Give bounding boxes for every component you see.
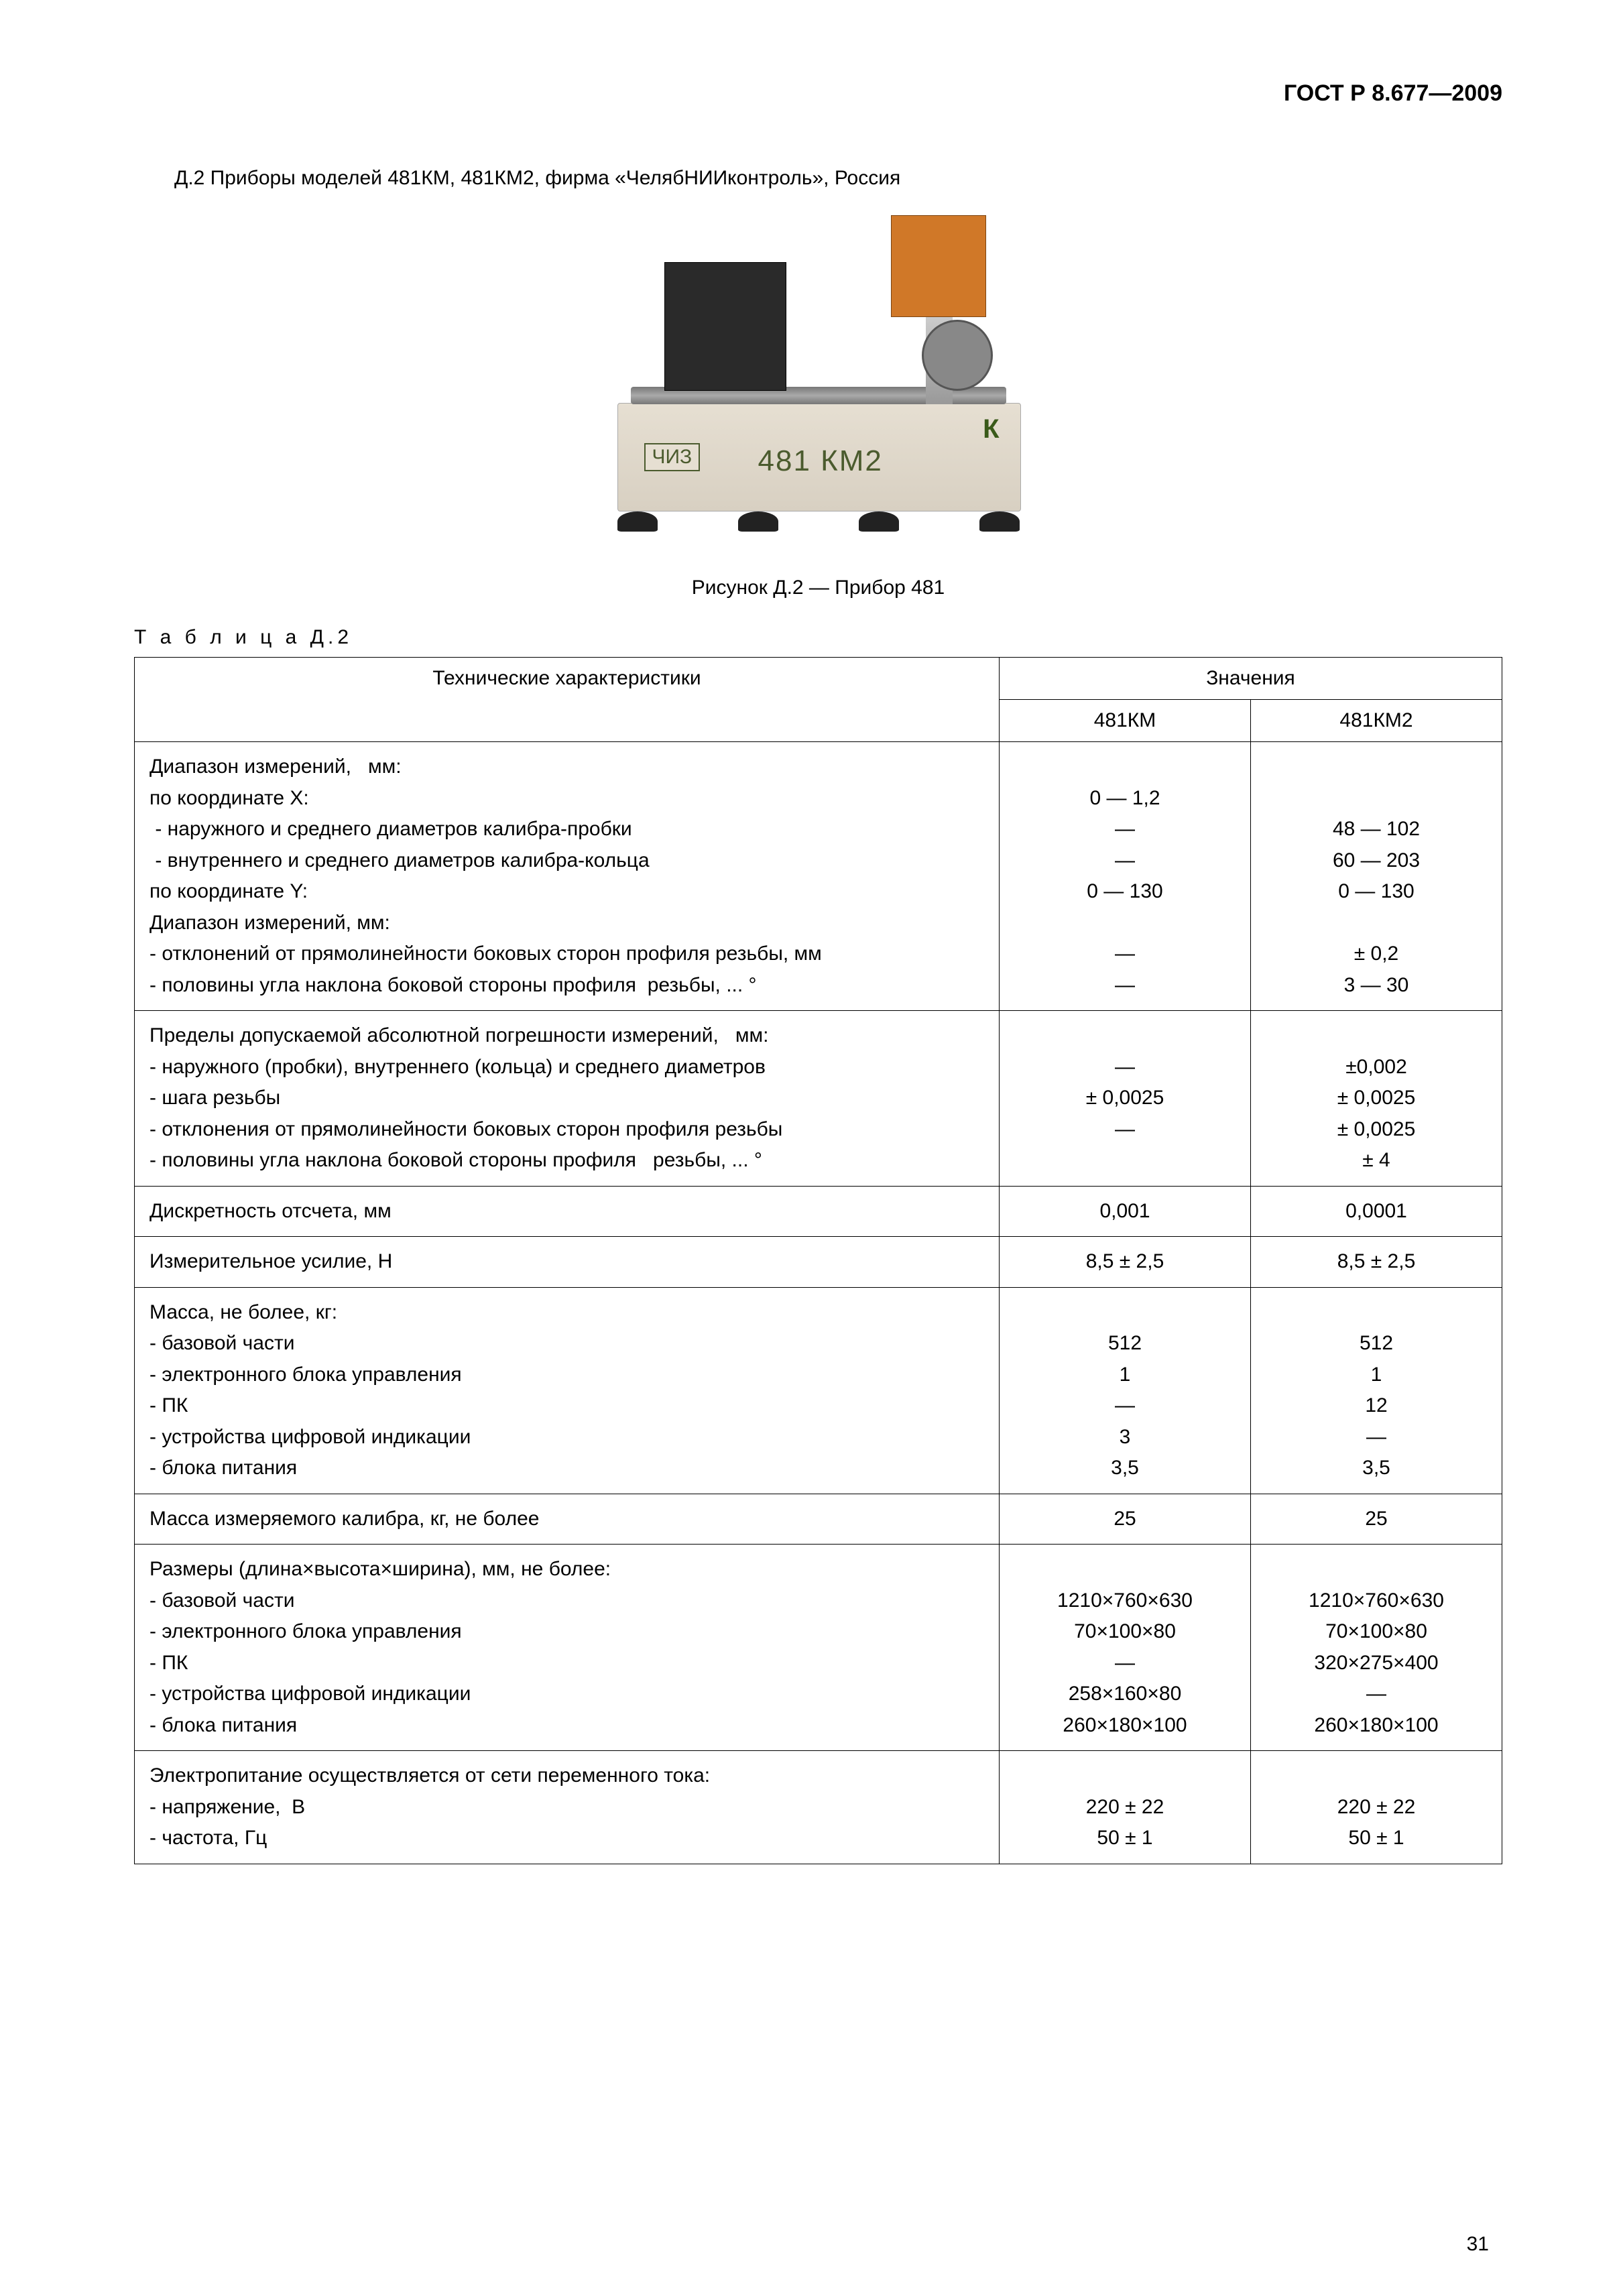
value-col2: 1210×760×63070×100×80320×275×400—260×180… [1251, 1545, 1502, 1751]
table-row: Диапазон измерений, мм:по координате X: … [135, 742, 1502, 1011]
param-cell: Масса, не более, кг:- базовой части- эле… [135, 1287, 1000, 1494]
value-col1: 5121—33,5 [1000, 1287, 1251, 1494]
figure-caption: Рисунок Д.2 — Прибор 481 [134, 577, 1502, 599]
value-col2: 25 [1251, 1494, 1502, 1545]
param-cell: Дискретность отсчета, мм [135, 1186, 1000, 1237]
spec-table: Технические характеристики Значения 481К… [134, 657, 1502, 1864]
table-row: Дискретность отсчета, мм0,0010,0001 [135, 1186, 1502, 1237]
value-col2: 512112—3,5 [1251, 1287, 1502, 1494]
value-col1: 0,001 [1000, 1186, 1251, 1237]
value-col2: 220 ± 2250 ± 1 [1251, 1751, 1502, 1864]
value-col1: 0 — 1,2——0 — 130 —— [1000, 742, 1251, 1011]
param-cell: Измерительное усилие, Н [135, 1237, 1000, 1288]
table-row: Размеры (длина×высота×ширина), мм, не бо… [135, 1545, 1502, 1751]
section-intro: Д.2 Приборы моделей 481КМ, 481КМ2, фирма… [174, 167, 1502, 190]
table-row: Масса измеряемого калибра, кг, не более2… [135, 1494, 1502, 1545]
table-row: Масса, не более, кг:- базовой части- эле… [135, 1287, 1502, 1494]
document-id: ГОСТ Р 8.677—2009 [134, 80, 1502, 107]
device-logo: К [983, 414, 999, 444]
header-param: Технические характеристики [135, 658, 1000, 742]
value-col1: 220 ± 2250 ± 1 [1000, 1751, 1251, 1864]
param-cell: Размеры (длина×высота×ширина), мм, не бо… [135, 1545, 1000, 1751]
table-row: Измерительное усилие, Н8,5 ± 2,58,5 ± 2,… [135, 1237, 1502, 1288]
table-label: Т а б л и ц а Д.2 [134, 626, 1502, 649]
device-maker-label: ЧИЗ [644, 443, 701, 471]
value-col2: 48 — 10260 — 2030 — 130 ± 0,23 — 30 [1251, 742, 1502, 1011]
document-page: ГОСТ Р 8.677—2009 Д.2 Приборы моделей 48… [0, 0, 1623, 2296]
value-col1: 25 [1000, 1494, 1251, 1545]
header-values: Значения [1000, 658, 1502, 700]
param-cell: Пределы допускаемой абсолютной погрешнос… [135, 1011, 1000, 1187]
table-row: Пределы допускаемой абсолютной погрешнос… [135, 1011, 1502, 1187]
header-col2: 481КМ2 [1251, 700, 1502, 742]
value-col2: ±0,002± 0,0025± 0,0025± 4 [1251, 1011, 1502, 1187]
device-illustration: ЧИЗ 481 КМ2 К [604, 210, 1033, 552]
value-col1: 1210×760×63070×100×80—258×160×80260×180×… [1000, 1545, 1251, 1751]
value-col1: —± 0,0025— [1000, 1011, 1251, 1187]
param-cell: Масса измеряемого калибра, кг, не более [135, 1494, 1000, 1545]
param-cell: Диапазон измерений, мм:по координате X: … [135, 742, 1000, 1011]
table-row: Электропитание осуществляется от сети пе… [135, 1751, 1502, 1864]
value-col2: 8,5 ± 2,5 [1251, 1237, 1502, 1288]
header-col1: 481КМ [1000, 700, 1251, 742]
device-figure: ЧИЗ 481 КМ2 К [134, 210, 1502, 556]
device-model-label: 481 КМ2 [758, 444, 883, 478]
value-col2: 0,0001 [1251, 1186, 1502, 1237]
value-col1: 8,5 ± 2,5 [1000, 1237, 1251, 1288]
page-number: 31 [1467, 2233, 1489, 2256]
param-cell: Электропитание осуществляется от сети пе… [135, 1751, 1000, 1864]
